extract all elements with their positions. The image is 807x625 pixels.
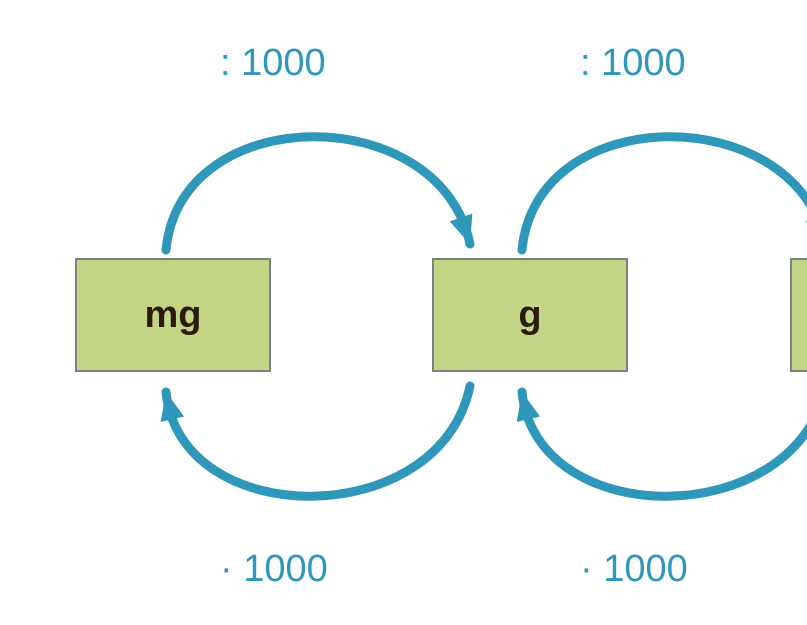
unit-box-g: g [432,258,628,372]
divide-label-2: : 1000 [580,42,686,85]
diagram-canvas: { "layout": { "box": { "width": 196, "he… [0,0,807,625]
arc-bot-2-head [517,392,540,422]
unit-box-next [790,258,807,372]
unit-label-mg: mg [145,294,202,337]
unit-label-g: g [518,294,541,337]
arc-top-1 [166,137,470,250]
multiply-label-1: · 1000 [220,548,328,591]
arc-bot-1 [166,386,470,496]
arc-top-2 [522,137,807,250]
arc-bot-1-head [161,392,184,422]
arc-bot-2 [522,386,807,496]
unit-box-mg: mg [75,258,271,372]
divide-label-1: : 1000 [220,42,326,85]
arc-top-1-head [450,214,473,244]
multiply-label-2: · 1000 [580,548,688,591]
